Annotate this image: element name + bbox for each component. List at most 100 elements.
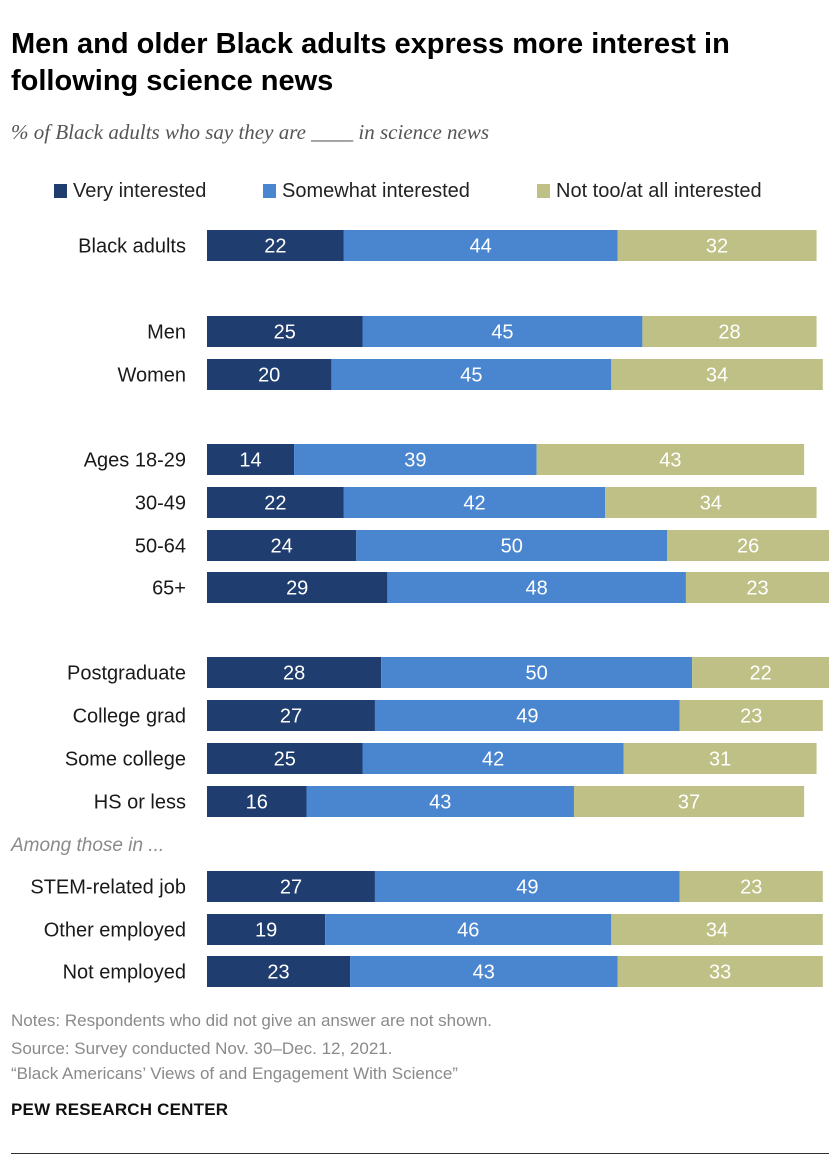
legend-swatch-very (54, 184, 67, 198)
value-label-black-adults-not-too-at-all-interested: 32 (706, 236, 728, 258)
bar-50-64-very-interested (207, 530, 357, 561)
bar-other-employed-very-interested (207, 914, 326, 945)
value-label-men-very-interested: 25 (274, 322, 296, 344)
bar-other-employed-somewhat-interested (325, 914, 612, 945)
bar-college-grad-very-interested (207, 700, 375, 731)
bottom-rule (11, 1153, 829, 1154)
legend-somewhat-interested: Somewhat interested (263, 178, 470, 204)
value-label-ages-18-29-not-too-at-all-interested: 43 (659, 450, 681, 472)
value-label-postgraduate-not-too-at-all-interested: 22 (749, 663, 771, 685)
value-label-other-employed-not-too-at-all-interested: 34 (706, 920, 728, 942)
value-label-30-49-very-interested: 22 (264, 493, 286, 515)
category-label-ages-18-29: Ages 18-29 (84, 450, 186, 472)
bar-black-adults-very-interested (207, 230, 344, 261)
bar-men-very-interested (207, 316, 363, 347)
bar-hs-or-less-not-too-at-all-interested (573, 786, 805, 817)
bar-some-college-somewhat-interested (362, 743, 624, 774)
value-label-college-grad-not-too-at-all-interested: 23 (740, 706, 762, 728)
value-label-stem-related-job-very-interested: 27 (280, 877, 302, 899)
category-label-college-grad: College grad (73, 706, 186, 728)
bar-stem-related-job-not-too-at-all-interested (679, 871, 823, 902)
bar-black-adults-not-too-at-all-interested (617, 230, 817, 261)
bar-hs-or-less-somewhat-interested (306, 786, 574, 817)
bar-men-not-too-at-all-interested (642, 316, 817, 347)
bar-postgraduate-somewhat-interested (381, 657, 693, 688)
bar-postgraduate-very-interested (207, 657, 382, 688)
bar-30-49-not-too-at-all-interested (605, 487, 817, 518)
legend-label-not: Not too/at all interested (556, 179, 762, 202)
value-label-65-somewhat-interested: 48 (526, 578, 548, 600)
value-label-50-64-very-interested: 24 (271, 536, 293, 558)
bar-65-somewhat-interested (387, 572, 686, 603)
legend-swatch-somewhat (263, 184, 276, 198)
value-label-some-college-not-too-at-all-interested: 31 (709, 749, 731, 771)
value-label-postgraduate-very-interested: 28 (283, 663, 305, 685)
bar-65-very-interested (207, 572, 388, 603)
value-label-65-not-too-at-all-interested: 23 (746, 578, 768, 600)
value-label-other-employed-very-interested: 19 (255, 920, 277, 942)
category-label-postgraduate: Postgraduate (67, 663, 186, 685)
bar-50-64-not-too-at-all-interested (667, 530, 829, 561)
notes-text: Notes: Respondents who did not give an a… (11, 1011, 493, 1030)
source-text: Source: Survey conducted Nov. 30–Dec. 12… (11, 1039, 393, 1058)
bar-women-not-too-at-all-interested (611, 359, 823, 390)
bar-not-employed-not-too-at-all-interested (617, 956, 823, 987)
legend-label-very: Very interested (73, 179, 207, 202)
category-label-30-49: 30-49 (135, 493, 186, 515)
bar-ages-18-29-very-interested (207, 444, 295, 475)
value-label-not-employed-very-interested: 23 (267, 962, 289, 984)
value-label-stem-related-job-not-too-at-all-interested: 23 (740, 877, 762, 899)
bar-not-employed-somewhat-interested (350, 956, 618, 987)
value-label-hs-or-less-very-interested: 16 (246, 792, 268, 814)
value-label-college-grad-somewhat-interested: 49 (516, 706, 538, 728)
value-label-women-not-too-at-all-interested: 34 (706, 365, 728, 387)
value-label-other-employed-somewhat-interested: 46 (457, 920, 479, 942)
category-label-not-employed: Not employed (63, 962, 186, 984)
value-label-men-not-too-at-all-interested: 28 (718, 322, 740, 344)
value-label-ages-18-29-somewhat-interested: 39 (404, 450, 426, 472)
bar-other-employed-not-too-at-all-interested (611, 914, 823, 945)
category-label-some-college: Some college (65, 749, 186, 771)
bar-30-49-somewhat-interested (343, 487, 606, 518)
category-label-hs-or-less: HS or less (94, 792, 186, 814)
value-label-women-very-interested: 20 (258, 365, 280, 387)
bar-hs-or-less-very-interested (207, 786, 307, 817)
category-label-65: 65+ (152, 578, 186, 600)
bar-black-adults-somewhat-interested (343, 230, 618, 261)
category-label-women: Women (117, 365, 186, 387)
bar-65-not-too-at-all-interested (685, 572, 829, 603)
legend-swatch-not (537, 184, 550, 198)
value-label-50-64-somewhat-interested: 50 (501, 536, 523, 558)
value-label-65-very-interested: 29 (286, 578, 308, 600)
category-label-50-64: 50-64 (135, 536, 186, 558)
chart-title: Men and older Black adults express more … (11, 28, 730, 97)
bar-some-college-very-interested (207, 743, 363, 774)
value-label-not-employed-not-too-at-all-interested: 33 (709, 962, 731, 984)
value-label-stem-related-job-somewhat-interested: 49 (516, 877, 538, 899)
value-label-black-adults-very-interested: 22 (264, 236, 286, 258)
bar-women-somewhat-interested (331, 359, 612, 390)
bar-men-somewhat-interested (362, 316, 643, 347)
chart-subtitle: % of Black adults who say they are ____ … (11, 120, 490, 144)
category-label-other-employed: Other employed (44, 920, 186, 942)
legend-label-somewhat: Somewhat interested (282, 179, 470, 202)
value-label-30-49-somewhat-interested: 42 (463, 493, 485, 515)
bar-50-64-somewhat-interested (356, 530, 668, 561)
bar-stem-related-job-somewhat-interested (374, 871, 680, 902)
bar-ages-18-29-somewhat-interested (294, 444, 537, 475)
bar-ages-18-29-not-too-at-all-interested (536, 444, 805, 475)
bar-college-grad-somewhat-interested (374, 700, 680, 731)
legend-very-interested: Very interested (54, 178, 206, 204)
value-label-hs-or-less-not-too-at-all-interested: 37 (678, 792, 700, 814)
value-label-30-49-not-too-at-all-interested: 34 (700, 493, 722, 515)
value-label-hs-or-less-somewhat-interested: 43 (429, 792, 451, 814)
value-label-some-college-very-interested: 25 (274, 749, 296, 771)
report-title-text: “Black Americans’ Views of and Engagemen… (11, 1064, 458, 1083)
category-label-men: Men (147, 322, 186, 344)
brand-logo-text: PEW RESEARCH CENTER (11, 1100, 229, 1119)
legend-not-interested: Not too/at all interested (537, 178, 762, 204)
bar-women-very-interested (207, 359, 332, 390)
bar-postgraduate-not-too-at-all-interested (692, 657, 829, 688)
bar-college-grad-not-too-at-all-interested (679, 700, 823, 731)
